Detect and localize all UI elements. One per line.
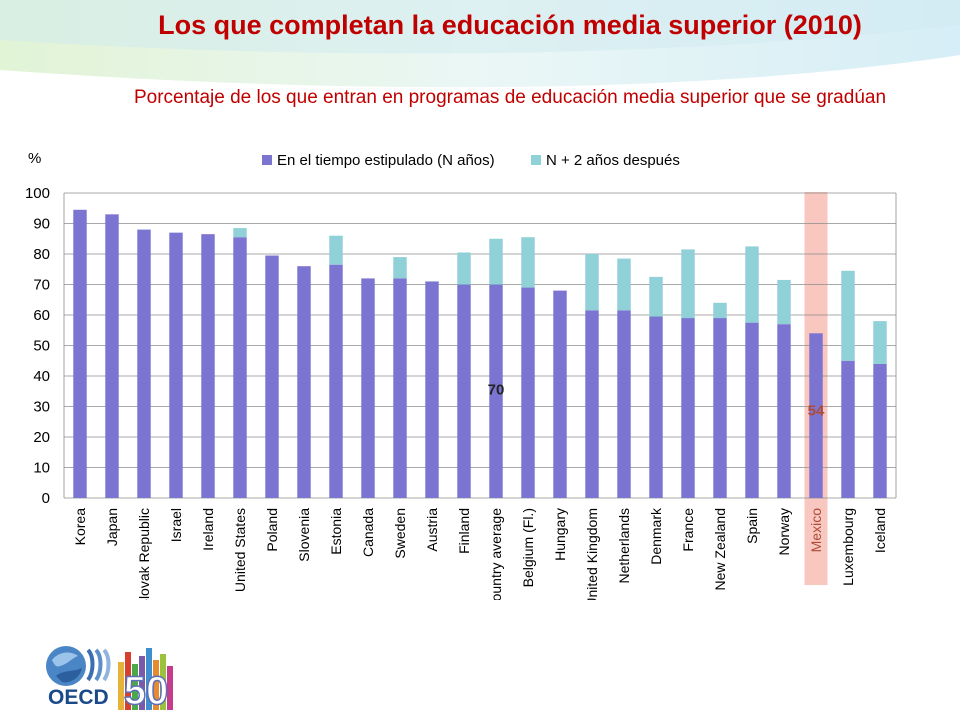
y-tick-label: 50	[33, 338, 50, 355]
x-tick-label: Japan	[104, 508, 120, 546]
bar-plus-two	[393, 257, 407, 279]
legend-label-plus-two: N + 2 años después	[546, 152, 680, 169]
data-label: 54	[808, 403, 825, 420]
bar-on-time	[489, 284, 503, 498]
bar-on-time	[137, 229, 151, 498]
bar-on-time	[585, 310, 599, 498]
x-tick-label: Denmark	[648, 507, 664, 565]
x-tick-label: Luxembourg	[840, 508, 856, 586]
y-tick-label: 30	[33, 399, 50, 416]
bar-plus-two	[649, 276, 663, 317]
x-tick-label: Israel	[168, 508, 184, 542]
bar-on-time	[617, 310, 631, 498]
bar-on-time	[521, 287, 535, 498]
data-label: 70	[488, 381, 505, 398]
y-tick-label: 60	[33, 307, 50, 324]
x-tick-label: Canada	[360, 508, 376, 557]
page-title: Los que completan la educación media sup…	[158, 10, 862, 40]
bar-on-time	[201, 234, 215, 499]
oecd-50-logo: 50	[46, 646, 173, 714]
x-tick-label: Hungary	[552, 508, 568, 561]
x-tick-label: Norway	[776, 508, 792, 555]
logo-text: OECD	[48, 686, 109, 709]
x-tick-label: Iceland	[872, 508, 888, 553]
x-tick-label: Estonia	[328, 508, 344, 555]
x-tick-label: Spain	[744, 508, 760, 544]
legend-swatch-plus-two	[531, 155, 541, 165]
x-tick-label: Slovak Republic	[136, 508, 152, 600]
y-tick-label: 100	[25, 185, 50, 202]
bar-plus-two	[329, 235, 343, 265]
bar-plus-two	[777, 279, 791, 325]
bar-on-time	[105, 214, 119, 498]
bar-on-time	[841, 360, 855, 498]
bar-on-time	[361, 278, 375, 498]
x-tick-label: Sweden	[392, 508, 408, 559]
x-tick-label: Netherlands	[616, 508, 632, 584]
bar-plus-two	[873, 321, 887, 364]
x-tick-label: Austria	[424, 508, 440, 552]
bar-on-time	[649, 316, 663, 498]
bar-on-time	[745, 322, 759, 498]
y-tick-label: 90	[33, 216, 50, 233]
x-tick-label: United States	[232, 508, 248, 592]
bar-on-time	[809, 333, 823, 498]
bar-plus-two	[585, 254, 599, 311]
bar-plus-two	[233, 228, 247, 238]
bar-on-time	[713, 318, 727, 498]
x-tick-label: Finland	[456, 508, 472, 554]
header-background-swoosh	[0, 0, 960, 88]
bar-plus-two	[617, 258, 631, 311]
y-tick-label: 40	[33, 368, 50, 385]
y-tick-label: 20	[33, 429, 50, 446]
x-tick-label: Belgium (Fl.)	[520, 508, 536, 587]
x-tick-label: Korea	[72, 508, 88, 546]
bar-on-time	[265, 255, 279, 498]
bar-on-time	[393, 278, 407, 498]
bar-on-time	[169, 232, 183, 498]
bar-on-time	[329, 264, 343, 498]
legend-swatch-on-time	[262, 155, 272, 165]
graduation-rate-chart: 0 10 20 30 40 50 60 70 80 90 100% En el tiempo esti…	[25, 150, 897, 600]
x-tick-label: Mexico	[808, 508, 824, 553]
y-tick-label: 70	[33, 277, 50, 294]
x-tick-label: Slovenia	[296, 508, 312, 562]
bar-plus-two	[457, 252, 471, 285]
bar-plus-two	[841, 270, 855, 361]
x-tick-label: United Kingdom	[584, 508, 600, 600]
y-tick-label: 10	[33, 460, 50, 477]
bar-on-time	[873, 363, 887, 498]
bar-plus-two	[489, 238, 503, 285]
logo-number: 50	[124, 669, 169, 713]
bar-on-time	[425, 281, 439, 498]
bar-on-time	[297, 266, 311, 498]
legend-label-on-time: En el tiempo estipulado (N años)	[277, 152, 495, 169]
bar-on-time	[777, 324, 791, 498]
bar-plus-two	[521, 237, 535, 288]
bar-on-time	[681, 318, 695, 498]
y-axis-label: %	[28, 150, 41, 167]
bar-on-time	[73, 209, 87, 498]
x-tick-label: Country average	[488, 508, 504, 600]
bar-on-time	[457, 284, 471, 498]
x-tick-label: Ireland	[200, 508, 216, 551]
bar-plus-two	[681, 249, 695, 319]
page-subtitle: Porcentaje de los que entran en programa…	[133, 87, 887, 108]
bar-plus-two	[745, 246, 759, 323]
y-tick-label: 0	[42, 490, 50, 507]
x-tick-label: New Zealand	[712, 508, 728, 591]
y-tick-label: 80	[33, 246, 50, 263]
x-tick-label: Poland	[264, 508, 280, 552]
x-tick-label: France	[680, 508, 696, 552]
bar-on-time	[233, 237, 247, 498]
bar-on-time	[553, 290, 567, 498]
bar-plus-two	[713, 302, 727, 319]
